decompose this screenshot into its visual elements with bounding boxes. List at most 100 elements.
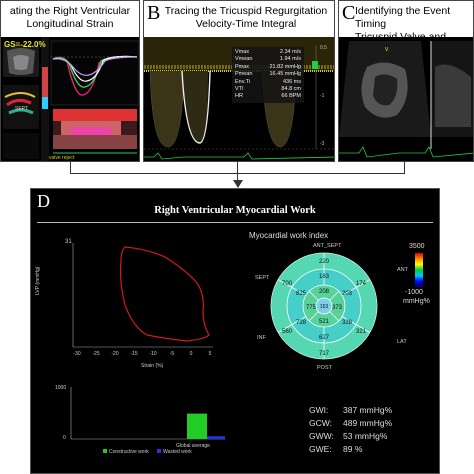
measurement-value: 16.45 mmHg xyxy=(269,71,302,78)
measurement-label: Pmax xyxy=(235,63,250,70)
svg-text:-1: -1 xyxy=(320,93,325,99)
panel-c-caption-line1: Identifying the Event Timing xyxy=(355,5,451,30)
bullseye-value-outer-right-bottom: 321 xyxy=(356,329,367,335)
strain-echo-image: valve reject xyxy=(1,37,139,161)
measurement-label: HR xyxy=(235,93,243,100)
measurement-value: 1.94 m/s xyxy=(279,56,301,63)
bar-ymax-label: 1000 xyxy=(55,385,67,391)
loop-x-tick-label: -25 xyxy=(92,351,99,357)
measurement-value: 84.8 cm xyxy=(281,86,301,93)
measurement-row: Pmean 16.45 mmHg xyxy=(235,71,301,78)
connector-bracket-left xyxy=(70,162,71,174)
bullseye-value-inner-3: 521 xyxy=(319,319,330,325)
pressure-strain-loop xyxy=(119,246,210,342)
measurement-list: Vmax 2.34 m/s Vmean 1.94 m/s Pmax 21.82 mmHg P… xyxy=(235,49,301,101)
svg-text:0.5: 0.5 xyxy=(320,45,327,51)
measurement-label: Env.Ti xyxy=(235,78,250,85)
measurement-row: Env.Ti 436 ms xyxy=(235,79,301,86)
loop-x-tick-label: -30 xyxy=(73,351,80,357)
panel-d-title: Right Ventricular Myocardial Work xyxy=(154,205,316,216)
loop-x-tick-label: -10 xyxy=(149,351,156,357)
segment-label-ant-sept: ANT_SEPT xyxy=(313,243,342,249)
panel-a-caption-line1: ating the Right Ventricular xyxy=(9,5,131,17)
pressure-strain-loop-chart: -30 -25 -20 -15 -10 -5 0 5 xyxy=(72,243,213,357)
panel-d-myocardial-work: D Right Ventricular Myocardial Work -30 -… xyxy=(30,188,440,474)
loop-x-tick-label: 0 xyxy=(190,351,193,357)
arrow-down-icon xyxy=(233,180,243,188)
bullseye-value-outer-left-bottom: 560 xyxy=(282,329,293,335)
measurement-row: VTI 84.8 cm xyxy=(235,86,301,93)
myocardial-work-bullseye: 220 174 321 717 560 700 183 203 328 627 … xyxy=(270,252,378,360)
bullseye-value-mid-4: 627 xyxy=(319,335,330,341)
segment-label-inf: INF xyxy=(257,335,266,341)
bullseye-value-outer-right-top: 174 xyxy=(356,281,367,287)
measurement-value: 21.82 mmHg xyxy=(269,63,302,70)
legend-swatch-constructive xyxy=(103,449,107,453)
bullseye-value-mid-5: 728 xyxy=(296,320,307,326)
bullseye-value-mid-2: 203 xyxy=(342,291,353,297)
panel-b-caption: Tracing the Tricuspid Regurgitation Velo… xyxy=(144,1,334,37)
gs-label: GS=-22.0% xyxy=(4,40,46,49)
panel-c-event-timing: Identifying the Event Timing Tricuspid V… xyxy=(338,0,474,162)
segment-label-post: POST xyxy=(317,365,332,371)
svg-text:-3: -3 xyxy=(320,141,325,147)
bullseye-value-mid-3: 328 xyxy=(342,320,353,326)
svg-text:V: V xyxy=(385,47,389,53)
legend-swatch-wasted xyxy=(157,449,161,453)
segment-label-ant: ANT xyxy=(397,267,408,273)
stat-label: GWW: xyxy=(309,431,334,441)
panel-b-letter: B xyxy=(147,2,161,24)
panel-d-letter: D xyxy=(37,191,50,211)
connector-stem xyxy=(237,162,238,182)
loop-xlabel: Strain (%) xyxy=(141,363,164,369)
work-bar-chart: Global average Constructive work Wasted … xyxy=(70,387,225,455)
loop-ymax-label: 31 xyxy=(65,239,72,245)
legend-wasted-label: Wasted work xyxy=(163,449,192,455)
stat-label: GWE: xyxy=(309,444,332,454)
panel-b-doppler: Tracing the Tricuspid Regurgitation Velo… xyxy=(143,0,335,162)
measurement-label: Vmax xyxy=(235,49,250,55)
legend-constructive-label: Constructive work xyxy=(109,449,149,455)
panel-a-strain: ating the Right Ventricular Longitudinal… xyxy=(0,0,140,162)
bullseye-value-outer-left-top: 700 xyxy=(282,281,293,287)
measurement-value: 2.34 m/s xyxy=(279,49,301,55)
bullseye-value-center: 153 xyxy=(320,304,329,310)
stat-value: 89 % xyxy=(343,444,363,454)
scale-min-label: -1000 xyxy=(405,289,423,296)
stat-value: 387 mmHg% xyxy=(343,405,393,415)
panel-a-caption: ating the Right Ventricular Longitudinal… xyxy=(1,1,139,37)
scale-unit-label: mmHg% xyxy=(403,298,430,305)
connector-bracket-right xyxy=(404,162,405,174)
stat-label: GWI: xyxy=(309,405,329,415)
measurement-value: 66 BPM xyxy=(281,93,301,100)
color-scale-bar xyxy=(415,253,423,287)
measurement-label: VTI xyxy=(235,86,244,93)
bullseye-value-inner-2: 373 xyxy=(332,305,343,311)
measurement-label: Vmean xyxy=(235,56,253,63)
loop-x-tick-label: -5 xyxy=(170,351,175,357)
stat-value: 53 mmHg% xyxy=(343,431,388,441)
bar-category-label: Global average xyxy=(176,443,210,449)
title-divider xyxy=(37,222,433,223)
measurement-row: Pmax 21.82 mmHg xyxy=(235,64,301,71)
measurement-label: Pmean xyxy=(235,71,253,78)
segment-label-sept: SEPT xyxy=(255,275,270,281)
stat-value: 489 mmHg% xyxy=(343,418,393,428)
panel-b-caption-line1: Tracing the Tricuspid Regurgitation xyxy=(164,5,328,17)
panel-a-caption-line2: Longitudinal Strain xyxy=(26,18,114,30)
bullseye-value-outer-bottom: 717 xyxy=(319,351,330,357)
scale-max-label: 3500 xyxy=(409,243,425,250)
bar-constructive-work xyxy=(187,413,207,439)
bullseye-value-inner-4: 775 xyxy=(306,305,317,311)
doppler-measurements: Vmax 2.34 m/s Vmean 1.94 m/s Pmax 21.82 mmHg P… xyxy=(232,47,304,103)
sept-label: SEPT xyxy=(15,106,29,112)
segment-label-lat: LAT xyxy=(397,339,407,345)
stat-label: GCW: xyxy=(309,418,332,428)
bar-wasted-work xyxy=(207,436,225,439)
loop-x-tick-label: -15 xyxy=(130,351,137,357)
measurement-row: Vmax 2.34 m/s xyxy=(235,49,301,56)
valve-echo-image: V xyxy=(339,37,473,161)
loop-ylabel: LVP (mmHg) xyxy=(35,266,41,295)
panel-c-letter: C xyxy=(342,2,356,24)
panel-c-caption: Identifying the Event Timing Tricuspid V… xyxy=(339,1,473,56)
